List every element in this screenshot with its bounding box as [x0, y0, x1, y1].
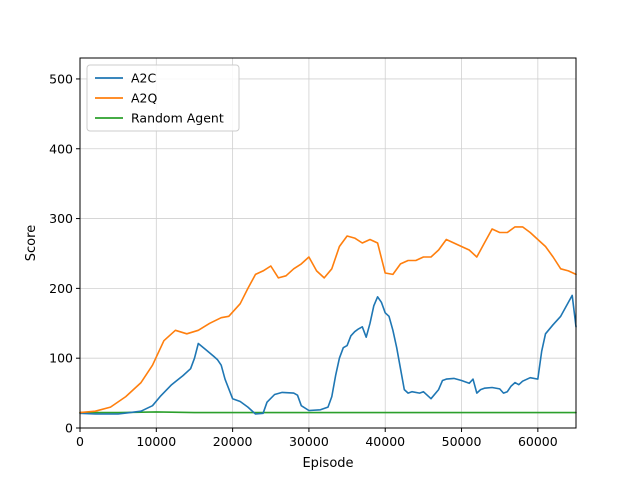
x-tick-label: 30000: [289, 434, 329, 449]
y-tick-label: 400: [49, 141, 73, 156]
plot-frame: [79, 57, 577, 429]
x-tick-label: 40000: [365, 434, 405, 449]
x-tick-label: 10000: [136, 434, 176, 449]
legend-label-random-agent: Random Agent: [131, 111, 224, 126]
y-axis-label: Score: [24, 225, 39, 261]
y-tick-label: 300: [49, 211, 73, 226]
x-tick-label: 0: [76, 434, 84, 449]
legend-label-a2q: A2Q: [131, 91, 158, 106]
series-line-random-agent: [79, 411, 577, 414]
y-tick-label: 500: [49, 71, 73, 86]
series-lines: [79, 226, 577, 415]
series-line-a2c: [79, 294, 577, 415]
x-axis-label: Episode: [302, 456, 353, 471]
y-tick-label: 200: [49, 281, 73, 296]
x-tick-label: 50000: [442, 434, 482, 449]
axis-ticks: 0 10000 20000 30000 40000 50000 60000 0 100 200 30…: [49, 71, 558, 449]
x-tick-label: 20000: [213, 434, 253, 449]
legend-label-a2c: A2C: [131, 71, 157, 86]
legend-box: [86, 64, 240, 132]
legend: A2C A2Q Random Agent: [86, 64, 240, 132]
x-tick-label: 60000: [518, 434, 558, 449]
y-tick-label: 0: [65, 421, 73, 436]
series-line-a2q: [79, 226, 577, 414]
y-tick-label: 100: [49, 351, 73, 366]
